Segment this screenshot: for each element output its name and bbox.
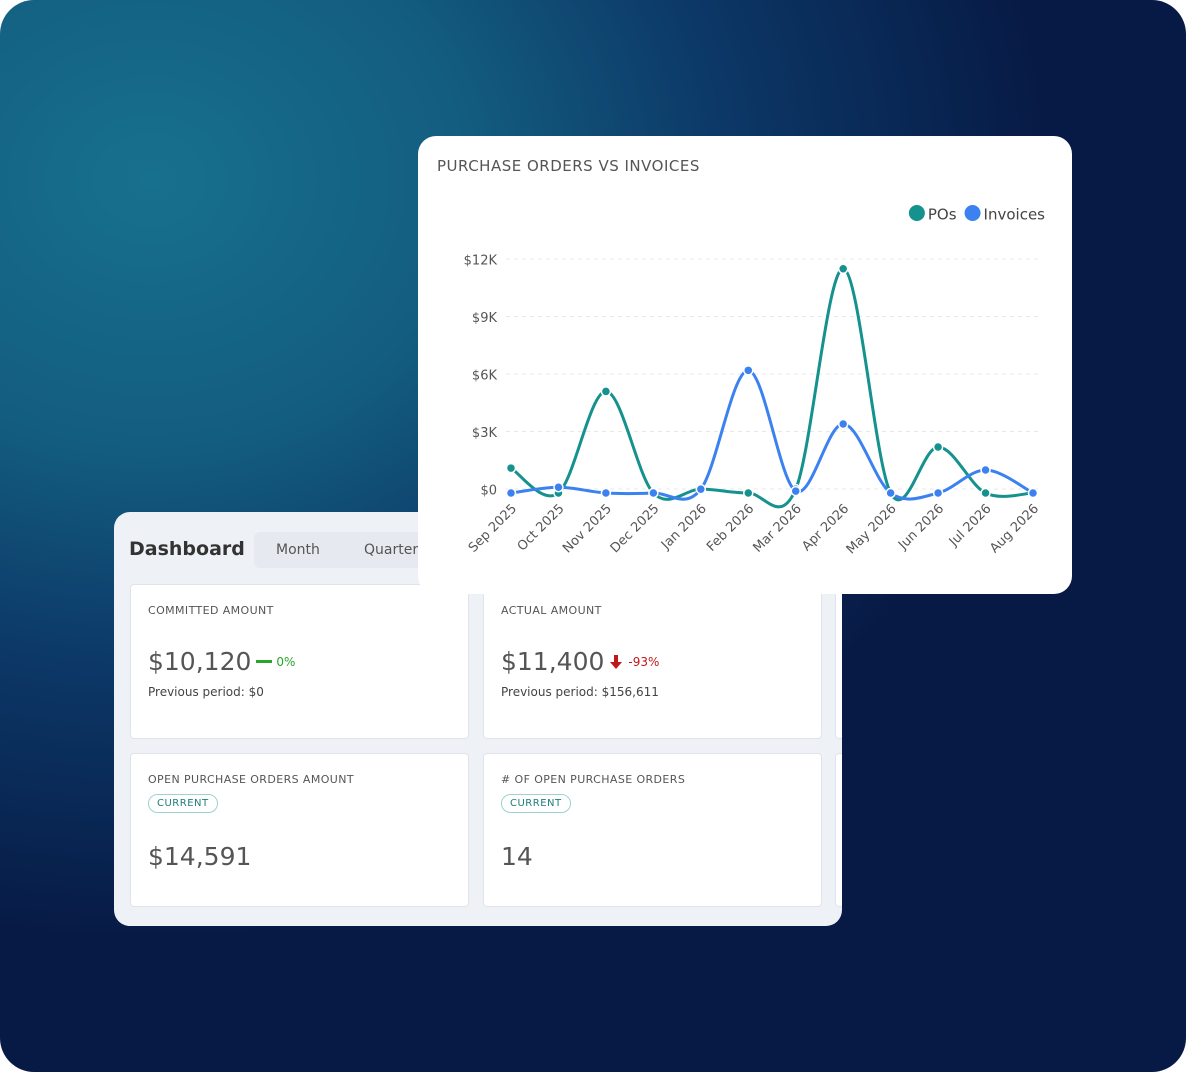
- kpi-card: [835, 584, 842, 739]
- kpi-row: $11,400 -93%: [501, 647, 659, 676]
- series-line: [510, 267, 1034, 509]
- data-point: [790, 485, 801, 497]
- tab[interactable]: Month: [276, 542, 320, 558]
- kpi-previous: Previous period: $0: [148, 685, 264, 699]
- y-tick-label: $3K: [472, 426, 498, 441]
- data-point: [980, 487, 991, 499]
- kpi-value: $11,400: [501, 647, 605, 676]
- data-point: [553, 482, 564, 493]
- data-point: [505, 462, 517, 474]
- y-tick-label: $12K: [464, 254, 498, 269]
- kpi-value: $14,591: [148, 842, 252, 871]
- kpi-card: OPEN PURCHASE ORDERS AMOUNT CURRENT $14,…: [130, 753, 469, 907]
- data-point: [600, 487, 612, 499]
- kpi-value: $10,120: [148, 647, 252, 676]
- kpi-row: $10,120 0%: [148, 647, 295, 676]
- legend-marker: [908, 205, 925, 221]
- y-tick-label: $0: [480, 484, 497, 499]
- kpi-label: OPEN PURCHASE ORDERS AMOUNT: [148, 773, 354, 786]
- data-point: [648, 487, 659, 499]
- chart-title: PURCHASE ORDERS VS INVOICES: [437, 157, 700, 175]
- kpi-change: 0%: [276, 654, 296, 669]
- kpi-card: ACTUAL AMOUNT $11,400 -93% Previous peri…: [483, 584, 822, 739]
- kpi-previous: Previous period: $156,611: [501, 685, 659, 699]
- kpi-label: COMMITTED AMOUNT: [148, 604, 274, 617]
- data-point: [932, 487, 944, 499]
- tab[interactable]: Quarter: [364, 542, 419, 558]
- x-tick-label: Feb 2026: [704, 501, 757, 554]
- data-point: [837, 263, 849, 274]
- data-point: [743, 487, 754, 499]
- down-arrow: [610, 654, 623, 669]
- data-point: [695, 483, 707, 495]
- x-tick-label: Sep 2025: [466, 501, 520, 555]
- kpi-value: 14: [501, 842, 533, 871]
- kpi-change: -93%: [628, 654, 660, 669]
- chart: PURCHASE ORDERS VS INVOICES $0 $3K $6K $9K $…: [437, 157, 1046, 557]
- y-tick-label: $9K: [472, 311, 498, 326]
- data-point: [1027, 487, 1039, 499]
- x-tick-label: Jul 2026: [946, 501, 995, 550]
- kpi-label: ACTUAL AMOUNT: [501, 604, 602, 617]
- data-point: [600, 386, 612, 397]
- flat-icon: [256, 660, 273, 663]
- chart-card: PURCHASE ORDERS VS INVOICES $0 $3K $6K $9K $…: [418, 136, 1072, 594]
- legend-marker: [964, 205, 981, 221]
- data-point: [505, 487, 517, 499]
- x-tick-label: May 2026: [844, 501, 900, 557]
- x-tick-label: Jun 2026: [895, 501, 947, 553]
- data-point: [837, 418, 849, 430]
- x-tick-label: Aug 2026: [987, 501, 1042, 556]
- data-point: [980, 464, 991, 476]
- kpi-card: COMMITTED AMOUNT $10,120 0% Previous per…: [130, 584, 469, 739]
- badge: CURRENT: [148, 794, 218, 813]
- x-tick-label: Mar 2026: [751, 501, 805, 555]
- data-point: [743, 365, 754, 376]
- kpi-card: # OF OPEN PURCHASE ORDERS CURRENT 14: [483, 753, 822, 907]
- badge: CURRENT: [501, 794, 571, 813]
- legend-label: POs: [928, 206, 957, 224]
- data-point: [932, 441, 944, 453]
- x-tick-label: Nov 2025: [560, 501, 615, 556]
- legend-label: Invoices: [984, 206, 1046, 224]
- x-tick-label: Dec 2025: [608, 501, 663, 556]
- x-tick-label: Jan 2026: [658, 501, 710, 553]
- kpi-card: [835, 753, 842, 907]
- kpi-label: # OF OPEN PURCHASE ORDERS: [501, 773, 686, 786]
- y-tick-label: $6K: [472, 369, 498, 384]
- data-point: [885, 487, 896, 499]
- series-line: [510, 368, 1034, 501]
- dashboard-title: Dashboard: [129, 538, 245, 560]
